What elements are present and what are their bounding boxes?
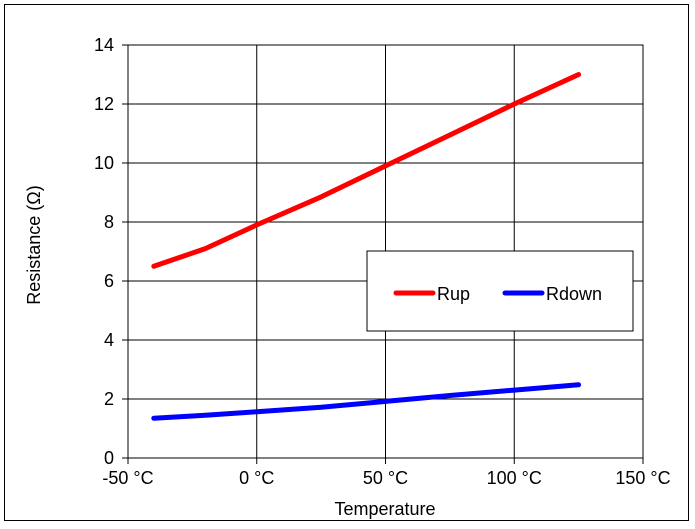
series-line-rup	[151, 72, 582, 269]
y-tick-label: 12	[94, 94, 114, 114]
y-tick-label: 2	[104, 389, 114, 409]
y-tick-label: 6	[104, 271, 114, 291]
x-tick-label: 0 °C	[239, 468, 274, 488]
x-tick-label: 100 °C	[487, 468, 542, 488]
y-tick-label: 8	[104, 212, 114, 232]
y-tick-label: 0	[104, 448, 114, 468]
series-line-rdown	[151, 382, 582, 421]
legend-label-rdown: Rdown	[546, 284, 602, 304]
x-tick-label: 50 °C	[363, 468, 408, 488]
y-tick-label: 10	[94, 153, 114, 173]
legend-label-rup: Rup	[437, 284, 470, 304]
y-tick-label: 14	[94, 35, 114, 55]
x-tick-label: -50 °C	[102, 468, 153, 488]
axis-ticks: -50 °C 0 °C 50 °C 100 °C 150 °C 0 2 4 6 8 10 12 14	[94, 35, 671, 488]
legend: Rup Rdown	[366, 250, 634, 332]
y-axis-label: Resistance (Ω)	[24, 185, 44, 305]
x-tick-label: 150 °C	[615, 468, 670, 488]
x-axis-label: Temperature	[334, 499, 435, 519]
y-tick-label: 4	[104, 330, 114, 350]
series-lines	[151, 72, 582, 421]
